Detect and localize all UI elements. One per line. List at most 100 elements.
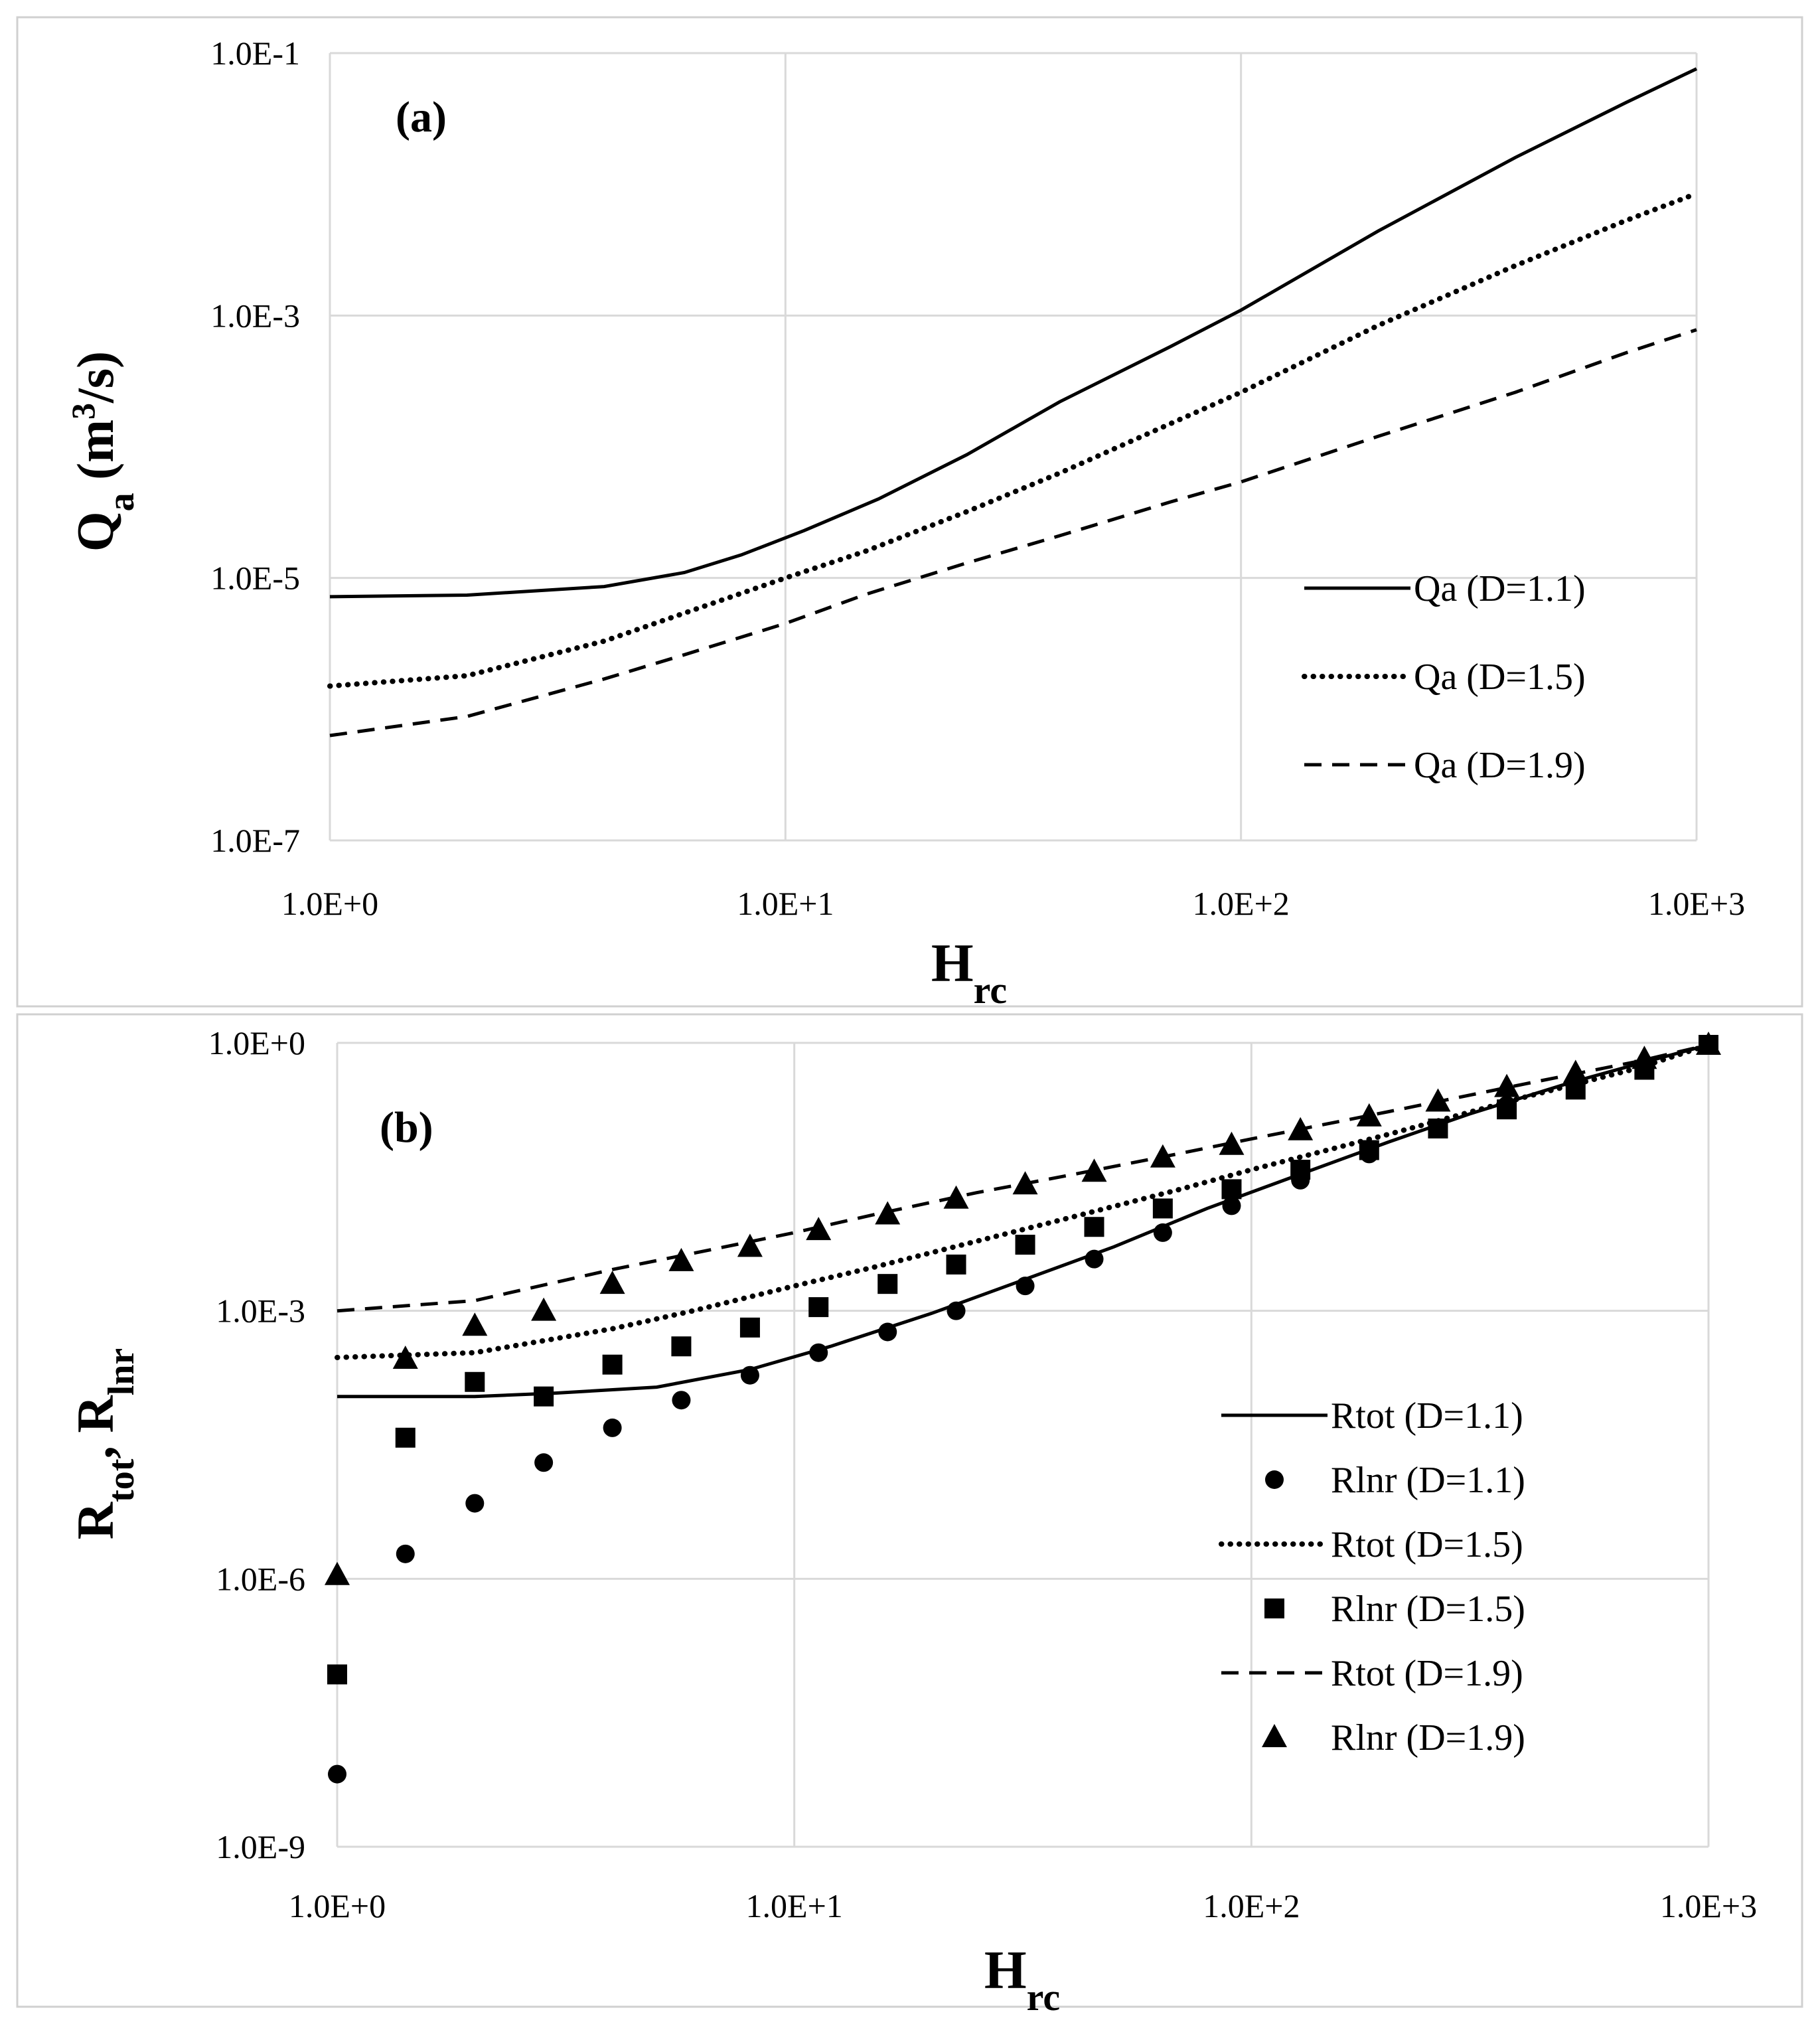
data-point xyxy=(1015,1235,1035,1255)
panel-b-frame xyxy=(16,1013,1803,2008)
data-point xyxy=(1012,1171,1038,1195)
y-tick-label: 1.0E-1 xyxy=(210,35,300,72)
series-line xyxy=(335,1042,1711,1360)
legend-label: Qa (D=1.9) xyxy=(1414,745,1586,786)
x-tick-label: 1.0E+0 xyxy=(281,885,378,922)
legend-item: Rtot (D=1.1) xyxy=(1221,1395,1523,1437)
legend-item: Qa (D=1.9) xyxy=(1304,745,1586,786)
data-point xyxy=(878,1322,897,1342)
y-tick-label: 1.0E-3 xyxy=(216,1292,305,1330)
legend-label: Rlnr (D=1.1) xyxy=(1331,1460,1525,1501)
series-line xyxy=(329,67,1698,599)
data-point xyxy=(806,1217,832,1241)
data-point xyxy=(877,1274,898,1294)
panel-b-x-tick-labels: 1.0E+0 1.0E+1 1.0E+2 1.0E+3 xyxy=(289,1887,1757,1924)
panel-b-gridlines xyxy=(336,1042,1710,1848)
panel-a-y-axis-label: Qa (m3/s) xyxy=(64,351,142,552)
legend-item: Qa (D=1.1) xyxy=(1304,568,1586,609)
data-point xyxy=(465,1371,485,1392)
legend-label: Rtot (D=1.5) xyxy=(1331,1524,1523,1565)
data-point xyxy=(1359,1140,1379,1160)
data-point xyxy=(1631,1046,1657,1069)
legend-label: Rlnr (D=1.9) xyxy=(1331,1717,1525,1758)
legend-marker-swatch xyxy=(1264,1598,1284,1618)
data-point xyxy=(739,1317,760,1338)
data-point xyxy=(1696,1031,1721,1055)
data-point xyxy=(1562,1059,1588,1083)
legend-item: Qa (D=1.5) xyxy=(1302,657,1586,698)
panel-a-y-tick-labels: 1.0E-7 1.0E-5 1.0E-3 1.0E-1 xyxy=(210,35,300,859)
data-point xyxy=(1222,1196,1241,1215)
panel-a-x-tick-labels: 1.0E+0 1.0E+1 1.0E+2 1.0E+3 xyxy=(281,885,1745,922)
y-tick-label: 1.0E-5 xyxy=(210,560,300,597)
x-tick-label: 1.0E+3 xyxy=(1660,1887,1757,1924)
x-tick-label: 1.0E+3 xyxy=(1648,885,1745,922)
data-point xyxy=(1290,1160,1311,1180)
data-point xyxy=(1016,1277,1035,1296)
x-tick-label: 1.0E+0 xyxy=(289,1887,386,1924)
data-point xyxy=(1425,1088,1451,1112)
series-rlnr-d-1-5- xyxy=(327,1034,1718,1685)
data-point xyxy=(1152,1198,1173,1219)
panel-a: 1.0E+0 1.0E+1 1.0E+2 1.0E+3 1.0E-71.0E-51.0… xyxy=(16,16,1803,1012)
legend-label: Rtot (D=1.1) xyxy=(1331,1395,1523,1437)
series-line xyxy=(327,191,1699,689)
panel-b: 1.0E+0 1.0E+1 1.0E+2 1.0E+3 1.0E-91.0E-61.0… xyxy=(16,1013,1803,2019)
data-point xyxy=(462,1312,488,1336)
data-point xyxy=(534,1386,554,1407)
panel-a-frame xyxy=(16,16,1803,1008)
legend-item: Rlnr (D=1.1) xyxy=(1265,1460,1525,1501)
legend-marker-swatch xyxy=(1265,1470,1284,1489)
series-rtot-d-1-5- xyxy=(335,1042,1711,1360)
data-point xyxy=(465,1494,485,1513)
y-tick-label: 1.0E-9 xyxy=(216,1828,305,1865)
series-qa-d-1-9- xyxy=(329,328,1697,738)
panel-b-y-axis-label: Rtot, Rlnr xyxy=(66,1348,142,1540)
data-point xyxy=(531,1297,557,1321)
data-point xyxy=(1150,1144,1175,1168)
legend-item: Rtot (D=1.5) xyxy=(1219,1524,1523,1565)
data-point xyxy=(672,1391,691,1410)
data-point xyxy=(1085,1249,1104,1269)
data-point xyxy=(1356,1103,1382,1127)
y-tick-label: 1.0E-3 xyxy=(210,297,300,334)
data-point xyxy=(1428,1118,1448,1138)
data-point xyxy=(1221,1179,1242,1200)
data-point xyxy=(947,1301,966,1320)
data-point xyxy=(396,1544,415,1563)
data-point xyxy=(668,1247,694,1271)
legend-item: Rlnr (D=1.9) xyxy=(1262,1717,1525,1758)
panel-b-label: (b) xyxy=(380,1103,433,1152)
data-point xyxy=(603,1418,622,1437)
legend-label: Rlnr (D=1.5) xyxy=(1331,1589,1525,1630)
panel-b-series xyxy=(325,1031,1721,1784)
data-point xyxy=(809,1343,828,1362)
data-point xyxy=(1288,1117,1314,1140)
data-point xyxy=(740,1365,759,1385)
data-point xyxy=(327,1664,347,1685)
panel-a-label: (a) xyxy=(396,93,447,141)
data-point xyxy=(946,1254,966,1275)
y-tick-label: 1.0E-7 xyxy=(210,822,300,859)
data-point xyxy=(534,1453,554,1472)
series-qa-d-1-5- xyxy=(327,191,1699,689)
series-line xyxy=(337,1043,1709,1399)
x-tick-label: 1.0E+1 xyxy=(737,885,834,922)
y-tick-label: 1.0E+0 xyxy=(208,1024,305,1061)
legend-label: Rtot (D=1.9) xyxy=(1331,1653,1523,1694)
data-point xyxy=(875,1201,901,1225)
panel-b-legend: Rtot (D=1.1) Rlnr (D=1.1) Rtot (D=1.5) Rlnr… xyxy=(1219,1395,1525,1758)
legend-item: Rlnr (D=1.5) xyxy=(1264,1589,1525,1630)
data-point xyxy=(1153,1223,1172,1242)
data-point xyxy=(1494,1073,1520,1097)
panel-a-gridlines xyxy=(329,52,1698,842)
panel-a-series xyxy=(327,67,1699,738)
data-point xyxy=(602,1354,623,1375)
panel-a-x-axis-label: Hrc xyxy=(931,933,1007,1012)
data-point xyxy=(328,1764,346,1784)
data-point xyxy=(1219,1131,1245,1155)
series-rlnr-d-1-9- xyxy=(325,1031,1721,1585)
data-point xyxy=(395,1427,416,1448)
data-point xyxy=(1497,1099,1517,1120)
